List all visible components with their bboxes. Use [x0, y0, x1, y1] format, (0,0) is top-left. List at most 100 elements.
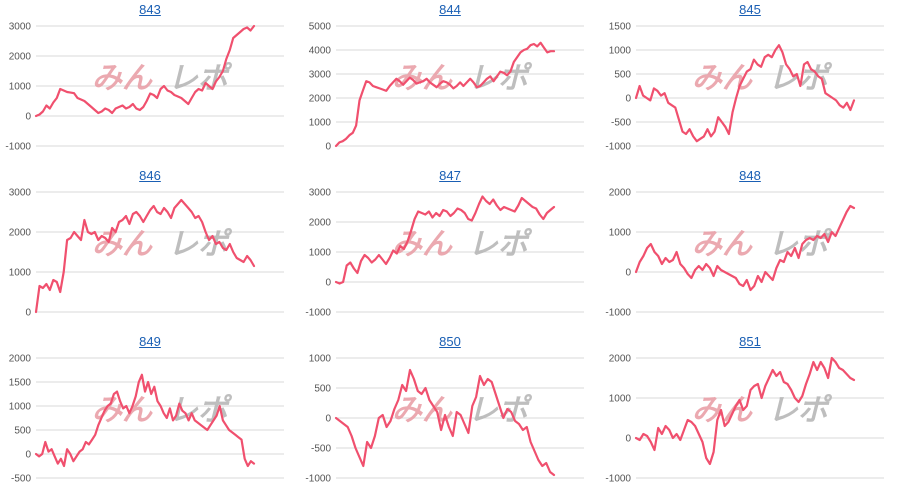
- y-tick-label: -1000: [305, 308, 331, 319]
- y-tick-label: 0: [25, 308, 31, 319]
- watermark-logo: みん レポ: [692, 394, 833, 427]
- chart-svg: -1000 0 1000 2000 3000 みん レポ: [5, 22, 284, 153]
- y-tick-label: 0: [325, 414, 331, 425]
- y-tick-label: -1000: [605, 474, 631, 485]
- y-tick-label: 1000: [9, 268, 32, 279]
- series-line: [634, 356, 856, 466]
- watermark-logo: みん レポ: [692, 62, 833, 95]
- y-tick-label: 0: [325, 142, 331, 153]
- y-tick-label: -500: [311, 444, 331, 455]
- watermark-left: みん: [392, 62, 453, 95]
- series-line: [34, 24, 256, 118]
- watermark-right: レポ: [168, 394, 233, 427]
- chart-panel-845: 845 -1000 -500 0 500 1000 1500 みん レポ: [600, 0, 900, 166]
- watermark-left: みん: [392, 228, 453, 261]
- chart-panel-849: 849 -500 0 500 1000 1500 2000 みん レポ: [0, 332, 300, 498]
- y-tick-label: 2000: [609, 188, 632, 199]
- y-tick-label: 3000: [309, 70, 332, 81]
- chart-title-link[interactable]: 850: [439, 334, 461, 349]
- chart-svg: -1000 0 1000 2000 みん レポ: [605, 188, 884, 319]
- chart-svg: 0 1000 2000 3000 4000 5000 みん レポ: [309, 22, 584, 153]
- watermark-right: レポ: [468, 228, 533, 261]
- y-tick-label: -500: [11, 474, 31, 485]
- y-tick-label: 2000: [9, 52, 32, 63]
- y-tick-label: 500: [314, 384, 331, 395]
- chart-panel-846: 846 0 1000 2000 3000 みん レポ: [0, 166, 300, 332]
- chart-title-link[interactable]: 851: [739, 334, 761, 349]
- watermark-left: みん: [92, 62, 153, 95]
- chart-svg: -1000 0 1000 2000 みん レポ: [605, 354, 884, 485]
- y-tick-label: 0: [325, 278, 331, 289]
- y-tick-label: 3000: [9, 188, 32, 199]
- y-tick-label: 2000: [309, 218, 332, 229]
- watermark-logo: みん レポ: [92, 228, 233, 261]
- watermark-right: レポ: [768, 62, 833, 95]
- chart-title-link[interactable]: 849: [139, 334, 161, 349]
- chart-svg: -500 0 500 1000 1500 2000 みん レポ: [9, 354, 284, 485]
- chart-svg: -1000 0 1000 2000 3000 みん レポ: [305, 188, 584, 319]
- chart-svg: -1000 -500 0 500 1000 1500 みん レポ: [605, 22, 884, 153]
- y-tick-label: -500: [611, 118, 631, 129]
- watermark-left: みん: [92, 394, 153, 427]
- watermark-right: レポ: [468, 62, 533, 95]
- chart-panel-850: 850 -1000 -500 0 500 1000 みん レポ: [300, 332, 600, 498]
- watermark-right: レポ: [168, 228, 233, 261]
- chart-panel-843: 843 -1000 0 1000 2000 3000 みん レポ: [0, 0, 300, 166]
- watermark-logo: みん レポ: [92, 62, 233, 95]
- series-line: [334, 195, 556, 285]
- y-tick-label: -1000: [605, 308, 631, 319]
- chart-title-link[interactable]: 844: [439, 2, 461, 17]
- watermark-left: みん: [92, 228, 153, 261]
- y-tick-label: 4000: [309, 46, 332, 57]
- y-tick-label: 2000: [9, 228, 32, 239]
- series-line: [34, 373, 256, 468]
- y-tick-label: 3000: [9, 22, 32, 33]
- y-tick-label: 500: [614, 70, 631, 81]
- chart-panel-848: 848 -1000 0 1000 2000 みん レポ: [600, 166, 900, 332]
- chart-title-link[interactable]: 845: [739, 2, 761, 17]
- y-tick-label: 1000: [309, 118, 332, 129]
- y-tick-label: 0: [25, 112, 31, 123]
- watermark-logo: みん レポ: [92, 394, 233, 427]
- y-tick-label: 5000: [309, 22, 332, 33]
- y-tick-label: 1000: [309, 354, 332, 365]
- y-tick-label: 1000: [309, 248, 332, 259]
- series-line: [334, 41, 556, 148]
- series-line: [634, 204, 856, 292]
- y-tick-label: 1000: [9, 402, 32, 413]
- watermark-logo: みん レポ: [392, 62, 533, 95]
- chart-panel-844: 844 0 1000 2000 3000 4000 5000 みん レポ: [300, 0, 600, 166]
- y-tick-label: 2000: [309, 94, 332, 105]
- y-tick-label: 1500: [609, 22, 632, 33]
- chart-title-link[interactable]: 843: [139, 2, 161, 17]
- chart-panel-847: 847 -1000 0 1000 2000 3000 みん レポ: [300, 166, 600, 332]
- y-tick-label: -1000: [605, 142, 631, 153]
- y-tick-label: 0: [625, 268, 631, 279]
- series-line: [334, 368, 556, 477]
- y-tick-label: 3000: [309, 188, 332, 199]
- y-tick-label: 0: [625, 434, 631, 445]
- y-tick-label: 2000: [9, 354, 32, 365]
- chart-panel-851: 851 -1000 0 1000 2000 みん レポ: [600, 332, 900, 498]
- y-tick-label: 500: [14, 426, 31, 437]
- y-tick-label: 1000: [609, 228, 632, 239]
- series-line: [34, 198, 256, 314]
- y-tick-label: 0: [25, 450, 31, 461]
- y-tick-label: 2000: [609, 354, 632, 365]
- chart-title-link[interactable]: 846: [139, 168, 161, 183]
- y-tick-label: 1500: [9, 378, 32, 389]
- y-tick-label: 1000: [9, 82, 32, 93]
- watermark-right: レポ: [768, 228, 833, 261]
- y-tick-label: 1000: [609, 46, 632, 57]
- chart-title-link[interactable]: 847: [439, 168, 461, 183]
- y-tick-label: -1000: [5, 142, 31, 153]
- y-tick-label: 1000: [609, 394, 632, 405]
- chart-title-link[interactable]: 848: [739, 168, 761, 183]
- y-tick-label: -1000: [305, 474, 331, 485]
- watermark-logo: みん レポ: [692, 228, 833, 261]
- watermark-left: みん: [692, 228, 753, 261]
- series-line: [634, 44, 856, 143]
- y-tick-label: 0: [625, 94, 631, 105]
